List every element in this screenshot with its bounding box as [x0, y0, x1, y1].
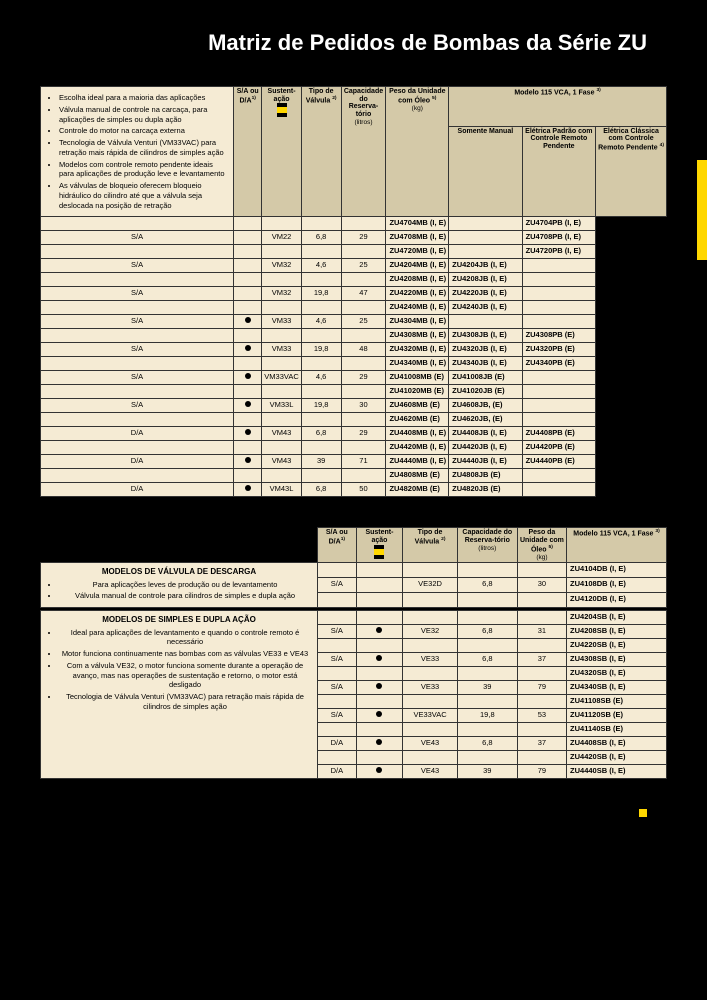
dot-icon [245, 317, 251, 323]
desc-item: As válvulas de bloqueio oferecem bloquei… [59, 181, 227, 210]
table-1: Escolha ideal para a maioria das aplicaç… [40, 86, 667, 497]
desc-item: Controle do motor na carcaça externa [59, 126, 227, 136]
hdr-padrao: Elétrica Padrão com Controle Remoto Pend… [525, 128, 592, 150]
dot-icon [376, 767, 382, 773]
table-row: S/AVM226,829ZU4708MB (I, E)ZU4708PB (I, … [41, 231, 667, 245]
table-row: ZU4620MB (E)ZU4620JB, (E) [41, 413, 667, 427]
hdr-sustent: Sustent-ação [268, 88, 296, 103]
table1-description: Escolha ideal para a maioria das aplicaç… [41, 87, 234, 217]
hdr-model115: Modelo 115 VCA, 1 Fase [514, 89, 594, 96]
table-row: ZU4240MB (I, E)ZU4240JB (I, E) [41, 301, 667, 315]
hdr-cap: Capacidade do Reserva-tório [344, 88, 383, 118]
desc-item: Válvula manual de controle na carcaça, p… [59, 105, 227, 125]
table-row: D/AVM43L6,850ZU4820MB (E)ZU4820JB (E) [41, 483, 667, 497]
table-row: S/AVM33L19,830ZU4608MB (E)ZU4608JB, (E) [41, 399, 667, 413]
dot-icon [245, 401, 251, 407]
table-row: S/AVM3219,847ZU4220MB (I, E)ZU4220JB (I,… [41, 287, 667, 301]
side-tab [697, 160, 707, 260]
table-row: ZU4720MB (I, E)ZU4720PB (I, E) [41, 245, 667, 259]
dot-icon [245, 373, 251, 379]
table-row: ZU4208MB (I, E)ZU4208JB (I, E) [41, 273, 667, 287]
table-row: ZU4808MB (E)ZU4808JB (E) [41, 469, 667, 483]
dot-icon [376, 711, 382, 717]
dot-icon [376, 739, 382, 745]
dot-icon [245, 429, 251, 435]
desc-item: Modelos com controle remoto pendente ide… [59, 160, 227, 180]
dot-icon [376, 655, 382, 661]
page-number [40, 809, 667, 819]
table-row: ZU41020MB (E)ZU41020JB (E) [41, 385, 667, 399]
hdr-peso: Peso da Unidade com Óleo [389, 88, 445, 104]
table-row: ZU4704MB (I, E)ZU4704PB (I, E) [41, 217, 667, 231]
dot-icon [245, 485, 251, 491]
table-row: S/AVM334,625ZU4304MB (I, E) [41, 315, 667, 329]
table-row: ZU4420MB (I, E)ZU4420JB (I, E)ZU4420PB (… [41, 441, 667, 455]
valve-icon [374, 545, 384, 559]
hdr-classica: Elétrica Clássica com Controle Remoto Pe… [598, 128, 659, 152]
desc-item: Tecnologia de Válvula Venturi (VM33VAC) … [59, 138, 227, 158]
table-row: ZU4308MB (I, E)ZU4308JB (I, E)ZU4308PB (… [41, 329, 667, 343]
table-row: S/AVM3319,848ZU4320MB (I, E)ZU4320JB (I,… [41, 343, 667, 357]
table-row: D/AVM436,829ZU4408MB (I, E)ZU4408JB (I, … [41, 427, 667, 441]
table-row: MODELOS DE VÁLVULA DE DESCARGAPara aplic… [41, 563, 667, 578]
table-row: ZU4340MB (I, E)ZU4340JB (I, E)ZU4340PB (… [41, 357, 667, 371]
valve-icon [277, 103, 287, 117]
dot-icon [245, 345, 251, 351]
hdr-valve: Tipo de Válvula [306, 88, 334, 104]
page-title: Matriz de Pedidos de Bombas da Série ZU [40, 30, 667, 56]
hdr-manual: Somente Manual [458, 128, 514, 135]
desc-item: Escolha ideal para a maioria das aplicaç… [59, 93, 227, 103]
dot-icon [245, 457, 251, 463]
section-desc: MODELOS DE SIMPLES E DUPLA AÇÃOIdeal par… [41, 611, 318, 779]
dot-icon [376, 683, 382, 689]
table-2: S/A ou D/A1) Sustent-ação Tipo de Válvul… [40, 527, 667, 779]
section-desc: MODELOS DE VÁLVULA DE DESCARGAPara aplic… [41, 563, 318, 608]
table-row: S/AVM324,625ZU4204MB (I, E)ZU4204JB (I, … [41, 259, 667, 273]
table-row: MODELOS DE SIMPLES E DUPLA AÇÃOIdeal par… [41, 611, 667, 625]
dot-icon [376, 627, 382, 633]
table-row: S/AVM33VAC4,629ZU41008MB (E)ZU41008JB (E… [41, 371, 667, 385]
table-row: D/AVM433971ZU4440MB (I, E)ZU4440JB (I, E… [41, 455, 667, 469]
